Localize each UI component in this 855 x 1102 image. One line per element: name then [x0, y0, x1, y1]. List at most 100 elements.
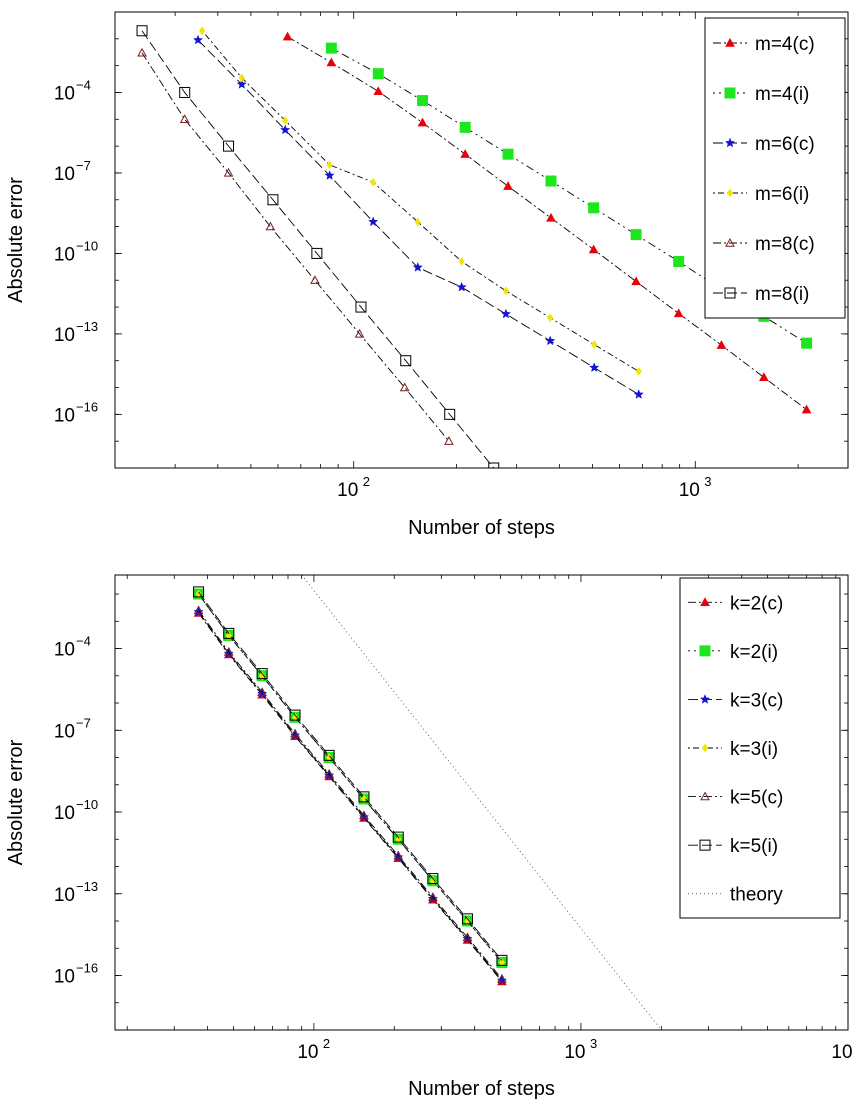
series-line — [141, 30, 495, 468]
data-point — [591, 340, 598, 349]
data-point — [724, 87, 736, 99]
y-tick-label: 10 — [54, 405, 75, 426]
y-tick-label: 10 — [54, 967, 75, 988]
data-point — [136, 25, 148, 37]
data-point — [372, 68, 384, 80]
data-point — [326, 753, 333, 762]
data-point — [368, 216, 379, 227]
data-point — [417, 95, 429, 107]
data-point — [412, 262, 423, 272]
data-point — [324, 170, 335, 180]
legend-label: m=6(i) — [755, 184, 809, 205]
legend-label: theory — [730, 885, 783, 906]
data-point — [724, 137, 736, 148]
data-point — [289, 709, 301, 721]
series-m=6(i) — [199, 26, 642, 376]
data-point — [500, 308, 512, 319]
series-line — [301, 575, 662, 1030]
x-tick-exponent: 2 — [323, 1036, 330, 1051]
data-point — [631, 276, 641, 286]
data-point — [545, 335, 556, 346]
data-point — [199, 26, 206, 36]
y-axis-label: Absolute error — [5, 739, 27, 865]
y-tick-exponent: −10 — [76, 238, 98, 253]
x-tick-label: 10 — [297, 1042, 318, 1063]
data-point — [282, 31, 293, 41]
x-axis-label: Number of steps — [408, 517, 555, 539]
data-point — [464, 916, 471, 926]
y-tick-label: 10 — [54, 803, 75, 824]
series-m=8(c) — [137, 47, 454, 445]
data-point — [393, 850, 404, 860]
plot-frame — [114, 11, 849, 469]
data-point — [700, 791, 710, 801]
data-point — [429, 876, 436, 886]
data-point — [546, 212, 556, 222]
data-point — [400, 355, 412, 367]
data-point — [291, 712, 299, 722]
data-point — [236, 78, 247, 89]
data-point — [498, 958, 505, 967]
series-m=4(c) — [282, 31, 812, 414]
data-point — [503, 181, 513, 190]
data-point — [497, 973, 507, 983]
data-point — [326, 57, 337, 67]
data-point — [456, 281, 467, 292]
y-tick-exponent: −4 — [76, 634, 91, 649]
data-point — [630, 229, 642, 241]
data-point — [223, 627, 235, 639]
data-point — [179, 114, 190, 123]
series-line — [198, 612, 503, 982]
data-point — [265, 221, 276, 231]
data-point — [310, 275, 320, 284]
plot-area — [136, 25, 813, 468]
data-point — [417, 117, 428, 127]
y-tick-label: 10 — [54, 325, 75, 346]
data-point — [325, 42, 337, 54]
series-line — [198, 611, 503, 981]
data-point — [699, 645, 711, 657]
data-point — [370, 177, 377, 187]
data-point — [223, 648, 234, 659]
data-point — [323, 749, 335, 761]
legend-label: k=5(i) — [730, 836, 778, 857]
series-m=4(i) — [325, 42, 813, 349]
data-point — [633, 389, 644, 399]
series-line — [198, 591, 503, 961]
data-point — [545, 175, 557, 187]
data-point — [392, 831, 404, 843]
legend: k=2(c) k=2(i) k=3(c) k=3(i) k=5(c) k=5(i) theo… — [679, 577, 841, 919]
data-point — [395, 834, 402, 844]
data-point — [193, 605, 204, 615]
data-point — [700, 597, 710, 606]
data-point — [399, 382, 410, 392]
data-point — [282, 116, 289, 125]
x-axis: 10 2 10 3 — [114, 12, 799, 501]
series-line — [198, 593, 503, 963]
legend-label: m=6(c) — [755, 134, 815, 155]
data-point — [358, 791, 370, 803]
data-point — [223, 140, 235, 152]
y-tick-label: 10 — [54, 244, 75, 265]
x-tick-exponent: 3 — [704, 474, 711, 489]
data-point — [137, 47, 147, 57]
data-point — [496, 975, 508, 985]
y-tick-exponent: −10 — [76, 797, 98, 812]
plot-frame — [114, 574, 849, 1031]
series-m=6(c) — [192, 34, 644, 399]
data-point — [280, 124, 291, 135]
y-tick-exponent: −4 — [76, 77, 91, 92]
legend-label: m=8(i) — [755, 284, 809, 305]
data-point — [428, 892, 438, 901]
plot-area — [193, 575, 662, 1030]
series-line — [141, 52, 450, 442]
data-point — [427, 893, 439, 904]
x-tick-exponent: 2 — [363, 474, 370, 489]
data-point — [759, 372, 769, 382]
series-line — [198, 593, 503, 963]
data-point — [195, 589, 202, 599]
y-tick-exponent: −16 — [76, 961, 98, 976]
data-point — [488, 462, 500, 468]
data-point — [257, 687, 267, 696]
